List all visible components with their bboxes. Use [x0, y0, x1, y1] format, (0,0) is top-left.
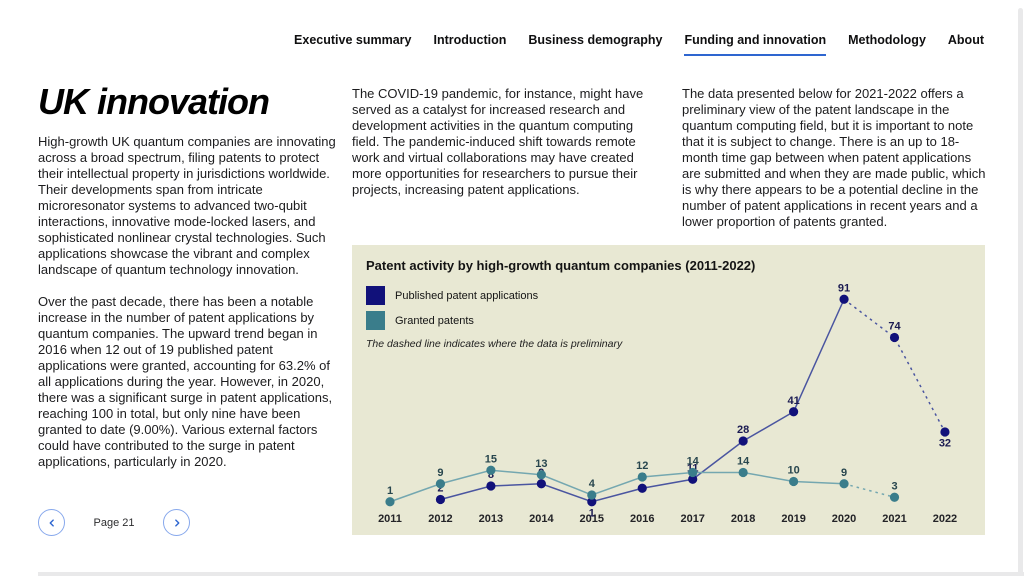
- chart-legend: Published patent applications Granted pa…: [366, 286, 538, 330]
- tab-executive-summary[interactable]: Executive summary: [294, 33, 411, 56]
- tab-introduction[interactable]: Introduction: [433, 33, 506, 56]
- legend-swatch-published: [366, 286, 385, 305]
- middle-paragraph: The COVID-19 pandemic, for instance, mig…: [352, 86, 644, 197]
- svg-text:2021: 2021: [882, 513, 906, 525]
- left-paragraph-2: Over the past decade, there has been a n…: [38, 294, 333, 469]
- chevron-right-icon: [174, 518, 179, 527]
- article-right-column: The data presented below for 2021-2022 o…: [682, 86, 992, 246]
- svg-text:1: 1: [387, 485, 393, 497]
- chevron-left-icon: [49, 518, 54, 527]
- svg-text:10: 10: [787, 465, 799, 477]
- legend-label-published: Published patent applications: [395, 289, 539, 302]
- svg-text:14: 14: [687, 456, 700, 468]
- svg-text:13: 13: [535, 458, 547, 470]
- page-number-label: Page 21: [93, 516, 135, 529]
- svg-text:1: 1: [589, 507, 595, 519]
- horizontal-scrollbar[interactable]: [38, 572, 1024, 576]
- svg-text:2020: 2020: [832, 513, 856, 525]
- right-paragraph: The data presented below for 2021-2022 o…: [682, 86, 986, 229]
- svg-text:2018: 2018: [731, 513, 755, 525]
- article-middle-column: The COVID-19 pandemic, for instance, mig…: [352, 86, 664, 214]
- svg-text:32: 32: [939, 438, 951, 450]
- svg-text:91: 91: [838, 282, 850, 294]
- top-nav: Executive summary Introduction Business de…: [294, 33, 984, 56]
- svg-text:9: 9: [841, 467, 847, 479]
- legend-swatch-granted: [366, 311, 385, 330]
- svg-text:2017: 2017: [680, 513, 704, 525]
- svg-text:12: 12: [636, 460, 648, 472]
- chart-title: Patent activity by high-growth quantum c…: [366, 258, 756, 273]
- svg-text:2: 2: [437, 483, 443, 495]
- svg-text:2011: 2011: [378, 513, 402, 525]
- tab-funding-and-innovation[interactable]: Funding and innovation: [684, 33, 827, 56]
- prev-page-button[interactable]: [38, 509, 65, 536]
- svg-text:15: 15: [485, 453, 497, 465]
- tab-methodology[interactable]: Methodology: [848, 33, 926, 56]
- legend-label-granted: Granted patents: [395, 314, 474, 327]
- svg-text:3: 3: [891, 480, 897, 492]
- svg-text:2015: 2015: [580, 513, 604, 525]
- svg-text:8: 8: [488, 469, 494, 481]
- svg-text:9: 9: [437, 467, 443, 479]
- svg-text:2016: 2016: [630, 513, 654, 525]
- legend-item-published: Published patent applications: [366, 286, 538, 305]
- next-page-button[interactable]: [163, 509, 190, 536]
- legend-item-granted: Granted patents: [366, 311, 538, 330]
- pager: Page 21: [38, 509, 190, 536]
- page-title: UK innovation: [38, 81, 270, 122]
- svg-text:41: 41: [787, 395, 799, 407]
- svg-text:2014: 2014: [529, 513, 554, 525]
- patent-activity-chart-panel: Patent activity by high-growth quantum c…: [352, 245, 985, 535]
- svg-text:28: 28: [737, 424, 749, 436]
- tab-about[interactable]: About: [948, 33, 984, 56]
- article-left-column: UK innovation High-growth UK quantum com…: [38, 84, 341, 486]
- vertical-scrollbar[interactable]: [1018, 8, 1023, 576]
- svg-text:74: 74: [888, 321, 901, 333]
- svg-text:2013: 2013: [479, 513, 503, 525]
- chart-preliminary-note: The dashed line indicates where the data…: [366, 338, 623, 350]
- svg-text:2022: 2022: [933, 513, 957, 525]
- svg-text:14: 14: [737, 456, 750, 468]
- left-paragraph-1: High-growth UK quantum companies are inn…: [38, 134, 336, 277]
- svg-text:2019: 2019: [781, 513, 805, 525]
- tab-business-demography[interactable]: Business demography: [528, 33, 662, 56]
- svg-text:2012: 2012: [428, 513, 452, 525]
- svg-text:4: 4: [589, 478, 596, 490]
- patent-line-chart: 2011 2012 2013 2014 2015 2016 2017 2018 2019 2020…: [378, 282, 957, 525]
